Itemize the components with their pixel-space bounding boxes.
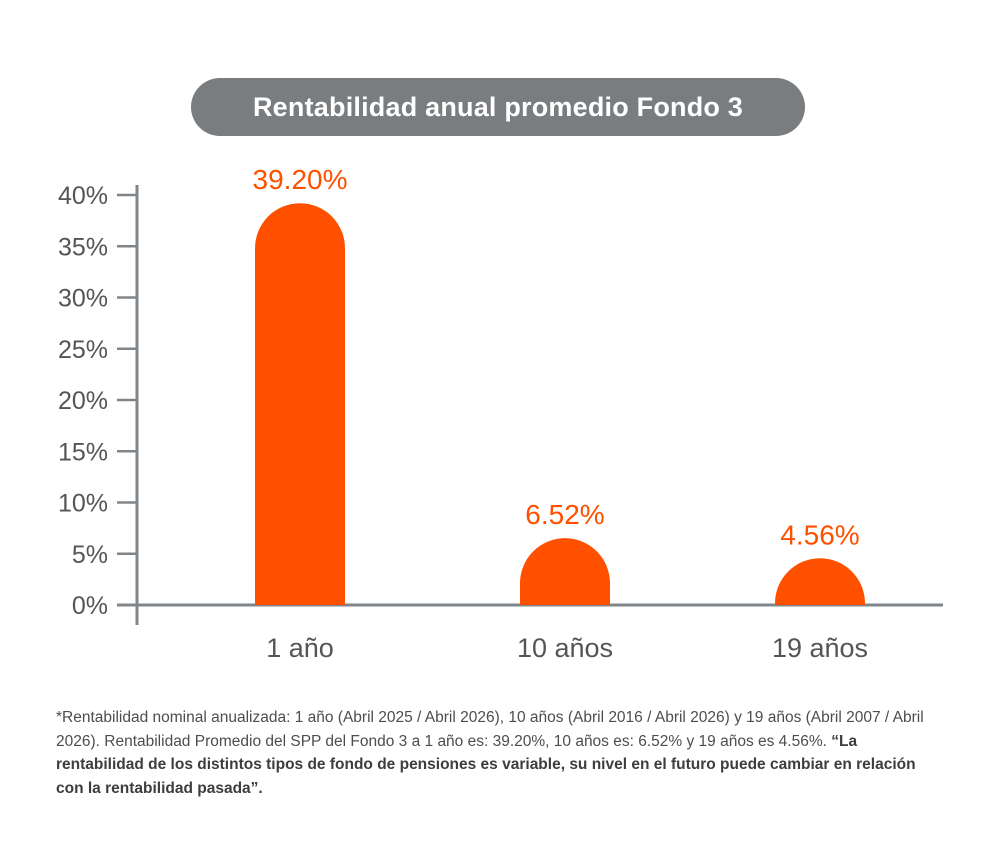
data-label: 39.20%	[253, 164, 348, 195]
bar	[520, 538, 610, 605]
footnote-disclaimer: “La rentabilidad de los distintos tipos …	[56, 732, 916, 797]
x-category-label: 1 año	[266, 633, 334, 663]
bar	[255, 203, 345, 605]
footnote-text: *Rentabilidad nominal anualizada: 1 año …	[56, 709, 924, 750]
y-tick-label: 10%	[58, 490, 108, 518]
y-tick-label: 25%	[58, 336, 108, 364]
footnote: *Rentabilidad nominal anualizada: 1 año …	[56, 706, 942, 800]
data-label: 6.52%	[525, 499, 604, 530]
y-tick-label: 15%	[58, 438, 108, 466]
data-label: 4.56%	[780, 519, 859, 550]
y-tick-label: 0%	[72, 592, 108, 620]
y-tick-label: 30%	[58, 285, 108, 313]
x-category-label: 10 años	[517, 633, 613, 663]
chart-title: Rentabilidad anual promedio Fondo 3	[252, 91, 744, 122]
x-category-label: 19 años	[772, 633, 868, 663]
chart-title-pill: Rentabilidad anual promedio Fondo 3	[191, 78, 805, 136]
y-tick-label: 5%	[72, 541, 108, 569]
y-tick-label: 40%	[58, 182, 108, 210]
bar	[775, 558, 865, 605]
y-tick-label: 35%	[58, 233, 108, 261]
y-tick-label: 20%	[58, 387, 108, 415]
